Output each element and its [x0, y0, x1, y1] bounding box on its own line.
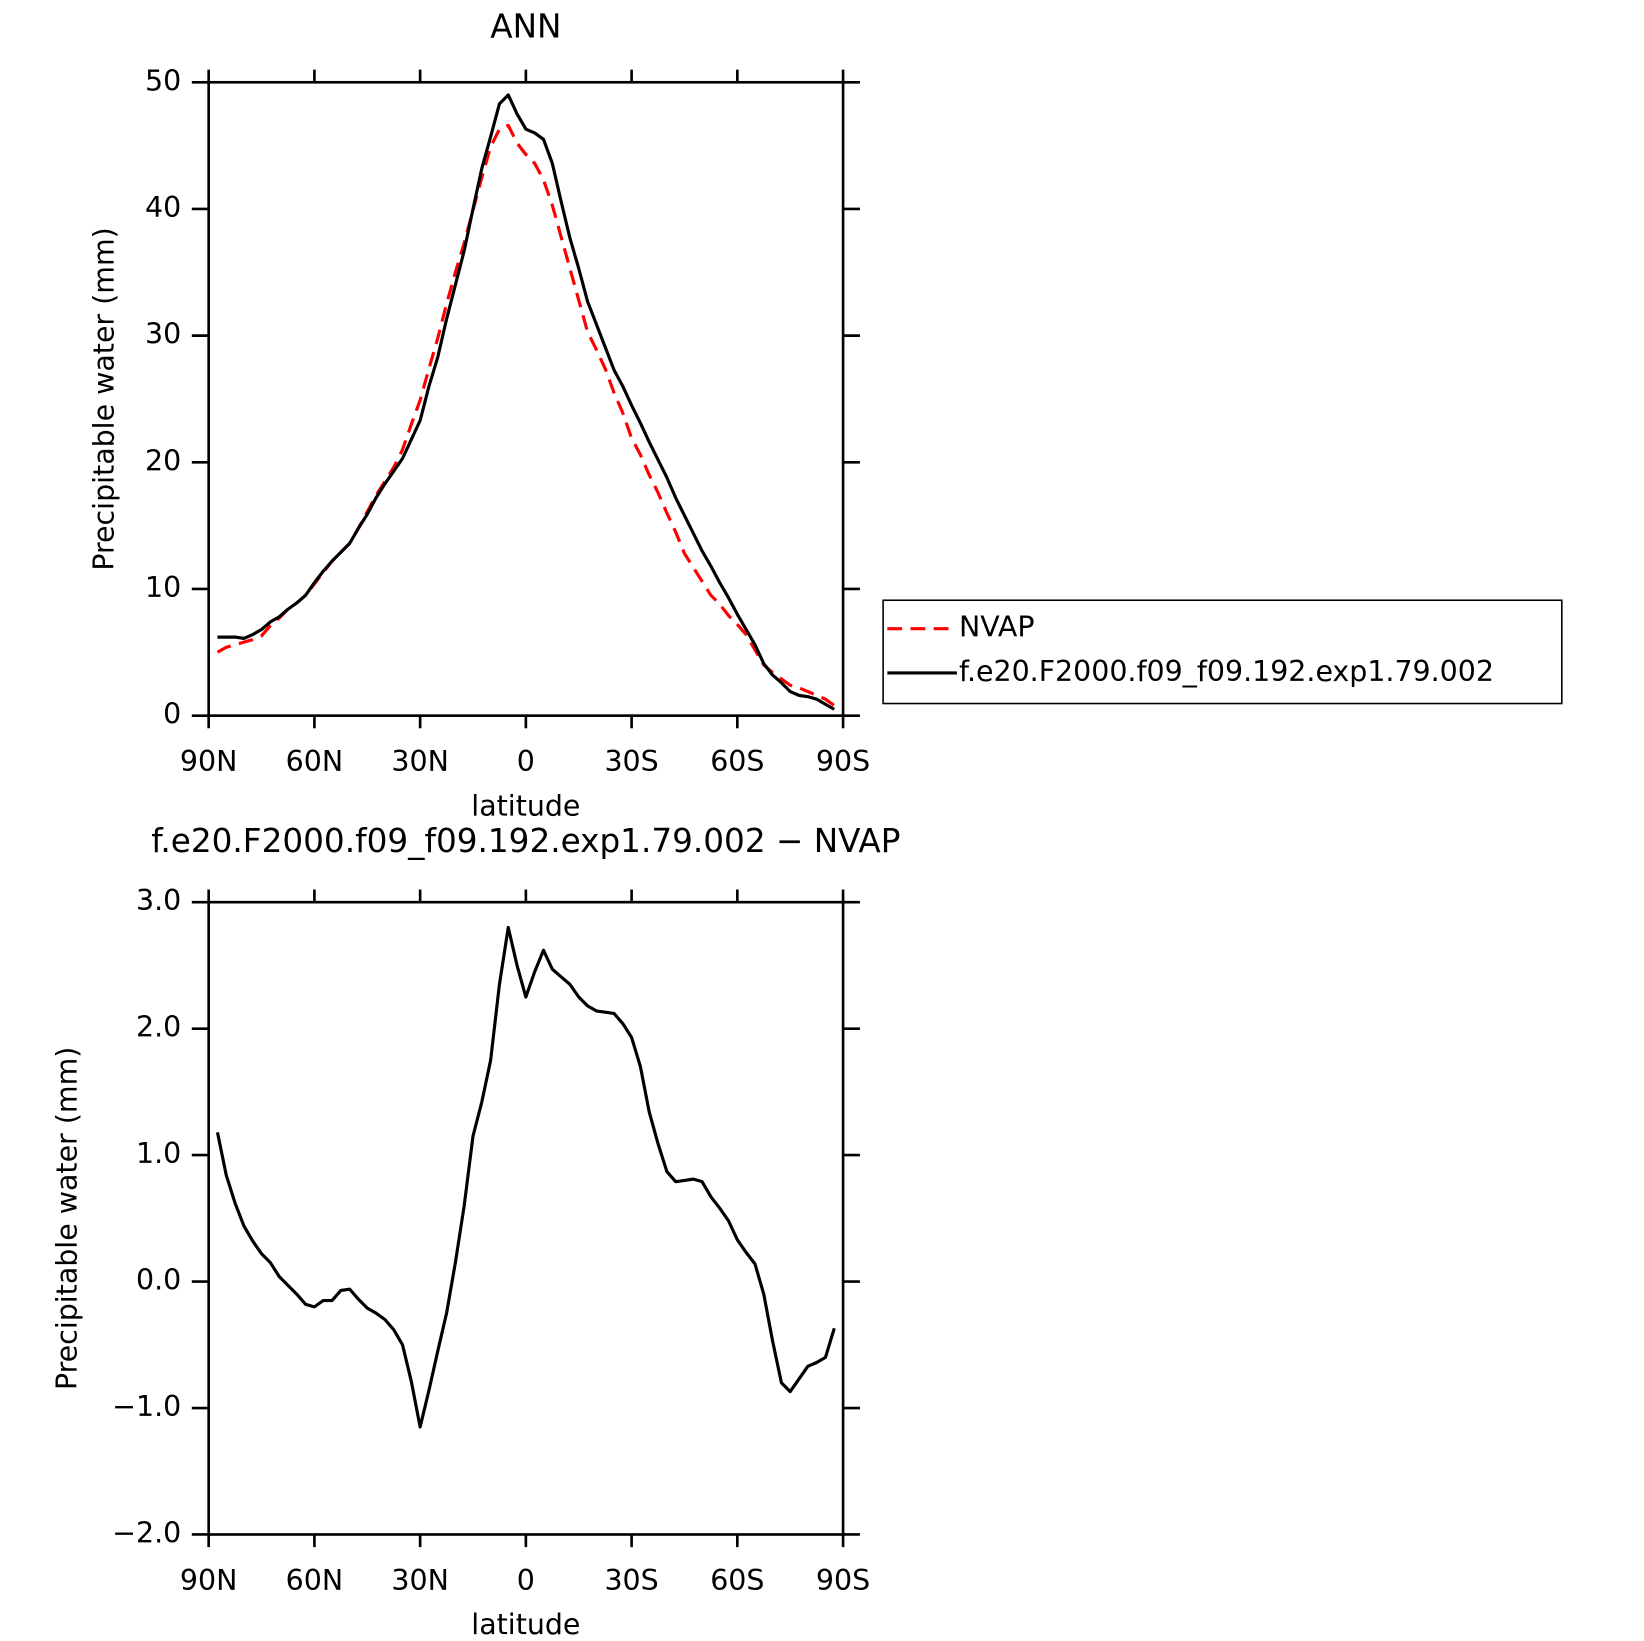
x-tick-label: 90N: [180, 1564, 237, 1597]
x-tick-label: 90S: [816, 1564, 870, 1597]
x-tick-label: 30N: [391, 1564, 448, 1597]
legend-label: NVAP: [959, 611, 1035, 644]
y-tick-label: 0.0: [136, 1264, 181, 1297]
y-tick-label: 30: [145, 318, 181, 351]
x-tick-label: 90N: [180, 745, 237, 778]
y-tick-label: −1.0: [112, 1390, 181, 1423]
legend-label: f.e20.F2000.f09_f09.192.exp1.79.002: [959, 655, 1494, 688]
plot-frame: [207, 900, 845, 1536]
x-axis-label: latitude: [471, 1608, 580, 1641]
chart-title: f.e20.F2000.f09_f09.192.exp1.79.002 − NV…: [151, 822, 900, 860]
data-line: [217, 93, 836, 711]
legend-box: [882, 599, 1563, 705]
x-tick-label: 60S: [710, 745, 764, 778]
y-axis-label: Precipitable water (mm): [87, 227, 120, 570]
plot-frame: [207, 80, 845, 717]
y-tick-label: 20: [145, 444, 181, 477]
data-line: [215, 925, 836, 1429]
y-tick-label: 40: [145, 191, 181, 224]
chart-title: ANN: [490, 8, 561, 46]
x-axis-label: latitude: [471, 789, 580, 822]
x-tick-label: 60N: [286, 745, 343, 778]
x-tick-label: 30N: [391, 745, 448, 778]
x-tick-label: 30S: [604, 1564, 658, 1597]
y-tick-label: 2.0: [136, 1011, 181, 1044]
x-tick-label: 90S: [816, 745, 870, 778]
x-tick-label: 60N: [286, 1564, 343, 1597]
y-tick-label: 50: [145, 64, 181, 97]
data-line: [216, 123, 836, 707]
y-tick-label: −2.0: [112, 1516, 181, 1549]
x-tick-label: 60S: [710, 1564, 764, 1597]
y-tick-label: 10: [145, 571, 181, 604]
y-tick-label: 0: [163, 698, 181, 731]
x-tick-label: 30S: [604, 745, 658, 778]
x-tick-label: 0: [517, 745, 535, 778]
y-tick-label: 1.0: [136, 1137, 181, 1170]
y-tick-label: 3.0: [136, 884, 181, 917]
y-axis-label: Precipitable water (mm): [50, 1047, 83, 1390]
x-tick-label: 0: [517, 1564, 535, 1597]
